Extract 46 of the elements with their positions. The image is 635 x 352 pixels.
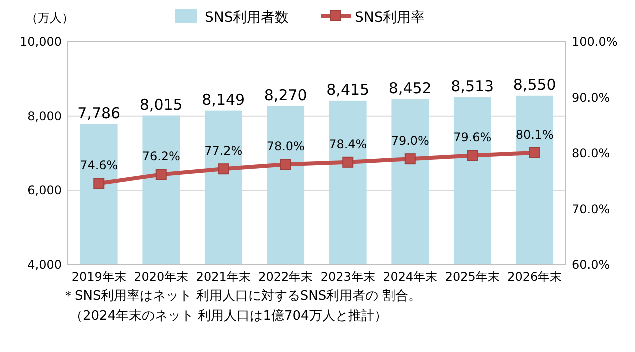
y2-tick-label: 100.0% [572,35,618,49]
data-label: 74.6% [80,158,118,173]
point [529,147,540,158]
y-tick-label: 4,000 [28,258,62,272]
y2-tick-label: 80.0% [572,146,610,160]
point [404,154,416,165]
x-tick-label: 2025年末 [445,270,500,284]
data-label: 8,550 [513,76,556,94]
point [280,159,292,170]
text: ＊SNS利用率はネット 利用人口に対するSNS利用者の 割合。 [62,288,422,304]
y-tick-label: 8,000 [28,109,62,124]
data-label: 79.0% [391,134,430,148]
data-label: 8,015 [140,96,183,114]
x-tick-label: 2026年末 [508,270,562,284]
x-tick-label: 2023年末 [320,270,376,284]
data-label: 79.6% [454,130,492,145]
data-label: 8,513 [451,77,494,96]
x-tick-label: 2020年末 [134,270,189,284]
legend-label: SNS利用率 [355,10,426,26]
point [218,164,230,175]
data-label: 7,786 [78,104,121,122]
x-tick-label: 2019年末 [72,270,126,284]
y-tick-label: 6,000 [28,184,62,198]
legend-label: SNS利用者数 [205,10,290,26]
data-label: 78.0% [266,140,305,154]
data-label: 76.2% [142,150,180,164]
point [467,150,478,162]
x-tick-label: 2022年末 [258,270,314,284]
data-label: 78.4% [329,137,368,152]
x-tick-label: 2024年末 [383,270,438,284]
data-label: 80.1% [516,128,554,142]
y2-tick-label: 70.0% [572,202,610,216]
point [156,169,167,180]
point [342,156,354,168]
y2-tick-label: 60.0% [572,258,610,272]
data-label: 77.2% [204,144,243,158]
y-tick-label: 10,000 [20,35,62,49]
y-axis-title: （万人） [26,11,74,25]
x-tick-label: 2021年末 [196,270,251,284]
y2-tick-label: 90.0% [572,90,610,105]
data-label: 8,270 [264,86,308,104]
text: （2024年末のネット 利用人口は1億704万人と推計） [70,309,388,324]
data-label: 8,415 [326,80,370,99]
data-label: 8,452 [388,80,432,98]
data-label: 8,149 [202,90,246,109]
point [94,178,105,190]
